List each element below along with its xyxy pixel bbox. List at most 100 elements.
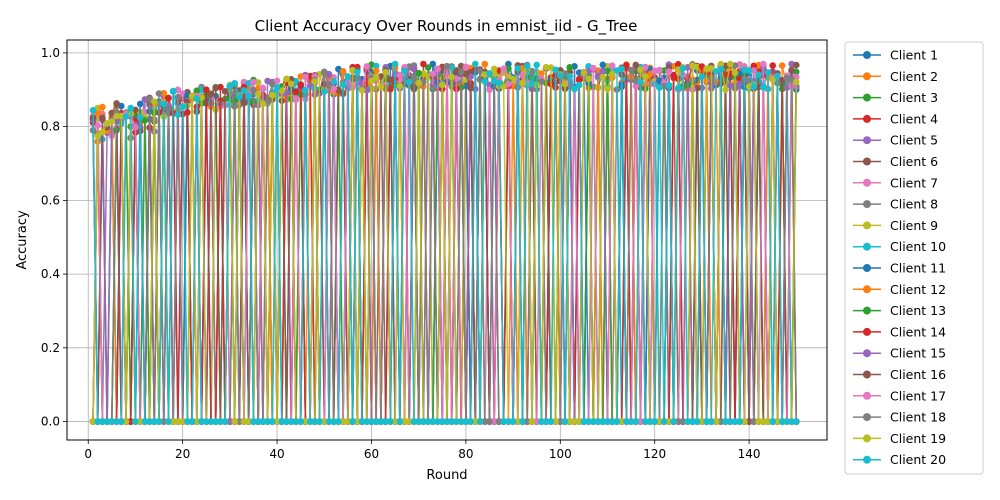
data-point <box>103 418 111 425</box>
data-point <box>481 418 489 425</box>
data-point <box>689 418 696 425</box>
data-point <box>575 69 583 76</box>
series-20 <box>89 60 800 425</box>
data-point <box>99 114 106 122</box>
data-point <box>741 418 748 425</box>
legend-label: Client 6 <box>890 154 938 169</box>
data-point <box>731 418 739 425</box>
data-point <box>377 418 385 425</box>
data-point <box>141 418 149 425</box>
plot-area <box>89 60 800 425</box>
data-point <box>113 112 120 120</box>
data-point <box>778 62 786 69</box>
legend-marker <box>863 349 871 358</box>
data-point <box>321 418 328 425</box>
y-tick-label: 1.0 <box>41 46 60 60</box>
y-tick-label: 0.6 <box>41 193 60 207</box>
data-point <box>122 113 130 120</box>
data-point <box>401 67 408 75</box>
data-point <box>420 418 427 425</box>
data-point <box>179 103 186 110</box>
legend-marker <box>863 178 871 187</box>
legend-label: Client 3 <box>890 90 938 105</box>
legend-label: Client 14 <box>890 324 946 339</box>
data-point <box>193 418 201 425</box>
data-point <box>89 107 97 114</box>
data-point <box>429 85 437 92</box>
data-point <box>184 109 191 116</box>
legend-label: Client 12 <box>890 282 946 297</box>
data-point <box>231 103 238 110</box>
legend-marker <box>863 455 871 464</box>
data-point <box>722 418 729 425</box>
data-point <box>703 418 710 425</box>
data-point <box>405 78 413 86</box>
data-point <box>273 84 281 91</box>
data-point <box>656 66 663 74</box>
legend-label: Client 10 <box>890 239 946 254</box>
data-point <box>127 104 134 112</box>
data-point <box>174 111 182 119</box>
x-tick-label: 140 <box>738 447 761 461</box>
data-point <box>637 418 644 425</box>
data-point <box>731 69 739 77</box>
legend-marker <box>863 434 871 443</box>
data-point <box>108 118 116 125</box>
data-point <box>245 92 252 100</box>
data-point <box>108 418 116 425</box>
data-point <box>566 72 573 80</box>
data-point <box>217 418 224 425</box>
data-point <box>330 85 338 93</box>
data-point <box>547 418 555 425</box>
data-point <box>387 76 394 83</box>
data-point <box>311 418 319 425</box>
data-point <box>462 418 470 425</box>
data-point <box>788 418 795 425</box>
data-point <box>372 74 380 81</box>
x-tick-label: 40 <box>269 447 284 461</box>
legend-label: Client 1 <box>890 48 938 63</box>
data-point <box>769 418 776 425</box>
data-point <box>221 418 229 425</box>
data-point <box>708 418 715 425</box>
data-point <box>429 418 437 425</box>
data-point <box>453 418 460 425</box>
data-point <box>665 81 673 89</box>
data-point <box>207 91 215 98</box>
legend-marker <box>863 136 871 145</box>
data-point <box>203 418 210 425</box>
data-point <box>505 418 512 425</box>
data-point <box>599 73 607 81</box>
legend-marker <box>863 285 871 294</box>
data-point <box>495 418 503 425</box>
data-point <box>146 418 153 425</box>
data-point <box>448 73 456 81</box>
x-tick-label: 100 <box>549 447 572 461</box>
data-point <box>519 418 526 425</box>
data-point <box>486 418 493 425</box>
data-point <box>774 418 781 425</box>
data-point <box>500 418 507 425</box>
data-point <box>207 418 215 425</box>
data-point <box>750 83 758 91</box>
data-point <box>429 60 437 68</box>
data-point <box>557 418 564 425</box>
data-point <box>372 62 380 70</box>
data-point <box>481 60 489 68</box>
data-point <box>302 418 309 425</box>
legend-marker <box>863 114 871 123</box>
data-point <box>637 66 644 73</box>
data-point <box>401 418 408 425</box>
data-point <box>618 418 625 425</box>
data-point <box>321 88 328 95</box>
data-point <box>278 87 286 95</box>
data-point <box>760 418 767 425</box>
data-point <box>523 62 531 70</box>
data-point <box>486 86 493 94</box>
data-point <box>457 418 465 425</box>
data-point <box>665 68 673 75</box>
data-point <box>632 418 640 425</box>
data-point <box>528 80 536 88</box>
data-point <box>339 418 347 425</box>
